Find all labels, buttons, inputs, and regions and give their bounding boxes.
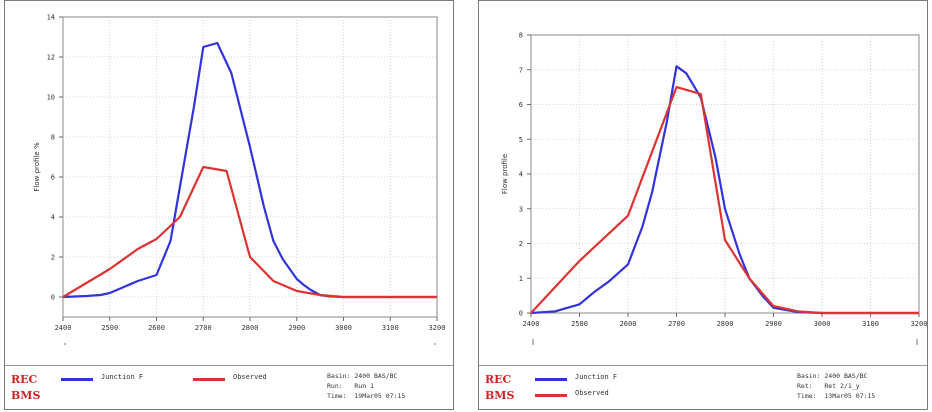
legend-area-right: REC BMS Junction F Observed Basin: 2400 … bbox=[479, 343, 927, 409]
run-info: Basin: 2400 BAS/BC Ret: Ret 2/1_y Time: … bbox=[797, 371, 875, 401]
y-tick-label: 2 bbox=[519, 240, 523, 248]
logo-line-1: REC bbox=[485, 373, 512, 386]
y-tick-label: 10 bbox=[47, 94, 55, 102]
y-tick-label: 0 bbox=[51, 294, 55, 302]
y-tick-label: 4 bbox=[51, 214, 55, 222]
y-tick-label: 0 bbox=[519, 310, 523, 318]
x-tick-label: 3000 bbox=[335, 324, 352, 332]
y-tick-label: 3 bbox=[519, 205, 523, 213]
y-axis-label: Flow profile % bbox=[33, 142, 41, 192]
legend-label: Observed bbox=[233, 373, 267, 381]
legend-area-left: REC BMS Junction F Observed Basin: 2400 … bbox=[5, 343, 453, 409]
info-line: Time: 19Mar05 07:15 bbox=[327, 392, 406, 400]
legend-label: Junction F bbox=[101, 373, 144, 381]
y-tick-label: 14 bbox=[47, 14, 55, 22]
series-line-observed bbox=[62, 165, 437, 299]
y-tick-label: 12 bbox=[47, 54, 55, 62]
series-line-junction-f bbox=[530, 65, 919, 315]
y-tick-label: 8 bbox=[51, 134, 55, 142]
series-line-observed bbox=[530, 85, 919, 315]
info-line: Basin: 2400 BAS/BC bbox=[797, 372, 868, 380]
chart-right-svg: 2400 2500 2600 2700 2800 2900 3000 3100 3200 0 1 2 3… bbox=[501, 32, 928, 345]
chart-panel-right: 2400 2500 2600 2700 2800 2900 3000 3100 3200 0 1 2 3… bbox=[478, 0, 928, 410]
x-tick-label: 2800 bbox=[717, 320, 734, 328]
x-tick-label: 2900 bbox=[765, 320, 782, 328]
x-tick-label: 2600 bbox=[148, 324, 165, 332]
x-tick-label: 2400 bbox=[523, 320, 540, 328]
x-tick-label: 2700 bbox=[668, 320, 685, 328]
info-line: Ret: Ret 2/1_y bbox=[797, 382, 860, 390]
legend-swatch-blue bbox=[535, 378, 567, 381]
info-line: Basin: 2400 BAS/BC bbox=[327, 372, 398, 380]
legend-swatch-red bbox=[193, 378, 225, 381]
y-tick-label: 1 bbox=[519, 275, 523, 283]
logo-line-1: REC bbox=[11, 373, 38, 386]
x-tick-label: 2900 bbox=[288, 324, 305, 332]
y-tick-label: 2 bbox=[51, 254, 55, 262]
chart-panel-left: 2400 2500 2600 2700 2800 2900 3000 3100 3200 0 2 4 6… bbox=[4, 0, 454, 410]
logo-line-2: BMS bbox=[11, 389, 41, 402]
run-info: Basin: 2400 BAS/BC Run: Run 1 Time: 19Ma… bbox=[327, 371, 405, 401]
legend-divider bbox=[479, 365, 927, 366]
info-line: Time: 13Mar05 07:15 bbox=[797, 392, 876, 400]
x-tick-label: 3200 bbox=[911, 320, 928, 328]
x-tick-label: 2700 bbox=[195, 324, 212, 332]
chart-left-svg: 2400 2500 2600 2700 2800 2900 3000 3100 3200 0 2 4 6… bbox=[33, 14, 446, 345]
x-tick-label: 2500 bbox=[101, 324, 118, 332]
legend-swatch-blue bbox=[61, 378, 93, 381]
x-tick-label: 3000 bbox=[814, 320, 831, 328]
x-tick-label: 3100 bbox=[862, 320, 879, 328]
x-tick-label: 2500 bbox=[571, 320, 588, 328]
y-tick-label: 4 bbox=[519, 171, 523, 179]
x-tick-label: 2800 bbox=[242, 324, 259, 332]
legend-divider bbox=[5, 365, 453, 366]
x-tick-label: 3200 bbox=[429, 324, 446, 332]
legend-label: Junction F bbox=[575, 373, 618, 381]
x-tick-label: 2600 bbox=[620, 320, 637, 328]
y-tick-label: 8 bbox=[519, 32, 523, 40]
x-tick-label: 3100 bbox=[382, 324, 399, 332]
x-tick-label: 2400 bbox=[55, 324, 72, 332]
y-tick-label: 6 bbox=[519, 101, 523, 109]
y-tick-label: 6 bbox=[51, 174, 55, 182]
info-line: Run: Run 1 bbox=[327, 382, 374, 390]
y-tick-label: 5 bbox=[519, 136, 523, 144]
legend-label: Observed bbox=[575, 389, 609, 397]
legend-swatch-red bbox=[535, 394, 567, 397]
logo-line-2: BMS bbox=[485, 389, 515, 402]
y-axis-label: Flow profile bbox=[501, 154, 509, 194]
y-tick-label: 7 bbox=[519, 66, 523, 74]
